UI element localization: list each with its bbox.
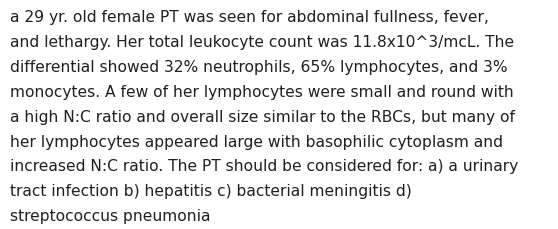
Text: her lymphocytes appeared large with basophilic cytoplasm and: her lymphocytes appeared large with baso… (10, 134, 503, 149)
Text: a high N:C ratio and overall size similar to the RBCs, but many of: a high N:C ratio and overall size simila… (10, 109, 515, 124)
Text: differential showed 32% neutrophils, 65% lymphocytes, and 3%: differential showed 32% neutrophils, 65%… (10, 60, 508, 75)
Text: and lethargy. Her total leukocyte count was 11.8x10^3/mcL. The: and lethargy. Her total leukocyte count … (10, 35, 514, 50)
Text: monocytes. A few of her lymphocytes were small and round with: monocytes. A few of her lymphocytes were… (10, 85, 514, 99)
Text: streptococcus pneumonia: streptococcus pneumonia (10, 208, 210, 223)
Text: increased N:C ratio. The PT should be considered for: a) a urinary: increased N:C ratio. The PT should be co… (10, 159, 518, 174)
Text: tract infection b) hepatitis c) bacterial meningitis d): tract infection b) hepatitis c) bacteria… (10, 183, 412, 198)
Text: a 29 yr. old female PT was seen for abdominal fullness, fever,: a 29 yr. old female PT was seen for abdo… (10, 10, 489, 25)
